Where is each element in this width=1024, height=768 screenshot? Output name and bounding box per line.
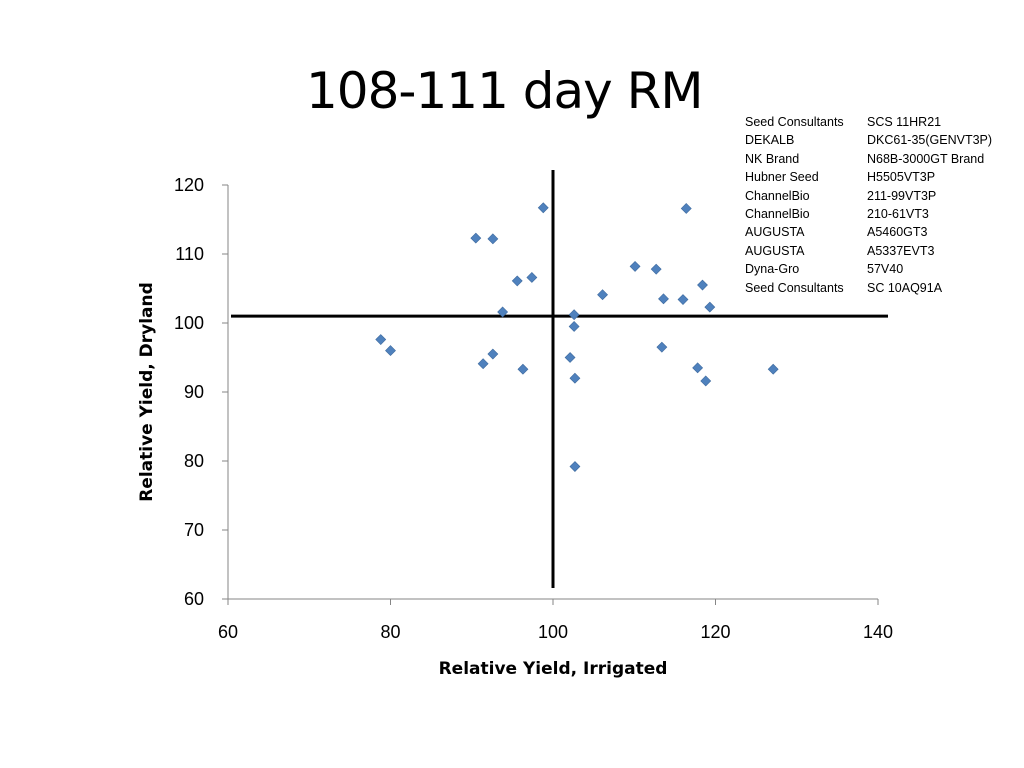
data-point — [704, 301, 716, 313]
data-point — [677, 294, 689, 305]
y-tick-label: 90 — [184, 382, 204, 402]
legend-hybrid: DKC61-35(GENVT3P) — [867, 133, 993, 148]
data-point — [692, 362, 704, 374]
y-tick-label: 110 — [175, 244, 204, 264]
legend-brand: ChannelBio — [745, 207, 810, 222]
y-tick-label: 70 — [184, 520, 204, 540]
data-point — [526, 272, 538, 283]
legend-hybrid: A5460GT3 — [867, 225, 928, 240]
legend-hybrid: H5505VT3P — [867, 170, 936, 185]
legend-brand: NK Brand — [745, 151, 800, 166]
data-point — [487, 233, 499, 245]
legend-brand: ChannelBio — [745, 188, 810, 203]
data-point — [569, 372, 581, 384]
legend-brand: Seed Consultants — [745, 280, 844, 295]
data-point — [568, 309, 580, 321]
legend-row: Seed Consultants SCS 11HR21 — [745, 113, 992, 131]
data-point — [658, 293, 669, 305]
data-point — [477, 358, 489, 370]
legend-brand: Seed Consultants — [745, 115, 844, 129]
y-tick-label: 60 — [184, 589, 204, 609]
page-title: 108-111 day RM — [306, 62, 704, 120]
legend-hybrid: 211-99VT3P — [867, 188, 937, 203]
legend-row: Seed Consultants SC 10AQ91A — [745, 279, 992, 297]
data-point — [697, 279, 708, 291]
legend-hybrid: A5337EVT3 — [867, 243, 935, 258]
data-point — [537, 202, 549, 214]
data-point — [564, 352, 576, 363]
data-point — [767, 363, 779, 375]
legend-row: Dyna-Gro 57V40 — [745, 260, 992, 278]
legend-hybrid: SC 10AQ91A — [867, 280, 943, 295]
legend-row: Hubner Seed H5505VT3P — [745, 168, 992, 186]
legend-hybrid: 210-61VT3 — [867, 207, 929, 222]
y-tick-label: 100 — [174, 313, 204, 333]
data-point — [517, 363, 529, 375]
legend-brand: DEKALB — [745, 133, 795, 148]
data-point — [569, 461, 581, 472]
data-point — [597, 289, 608, 301]
x-axis-title: Relative Yield, Irrigated — [439, 659, 668, 679]
legend-brand: AUGUSTA — [745, 243, 805, 258]
data-point — [568, 321, 580, 332]
data-point — [629, 260, 641, 272]
data-point — [385, 345, 396, 357]
legend-row: ChannelBio 210-61VT3 — [745, 205, 992, 223]
data-point — [656, 341, 668, 353]
legend-row: NK Brand N68B-3000GT Brand — [745, 150, 992, 168]
data-point — [700, 375, 712, 387]
data-point — [375, 334, 387, 345]
legend-row: AUGUSTA A5460GT3 — [745, 223, 992, 241]
data-point — [511, 275, 523, 287]
legend-brand: Hubner Seed — [745, 170, 819, 185]
y-axis-title: Relative Yield, Dryland — [137, 282, 157, 502]
data-point — [680, 203, 692, 214]
legend-hybrid: N68B-3000GT Brand — [867, 151, 985, 166]
legend-row: AUGUSTA A5337EVT3 — [745, 242, 992, 260]
x-tick-label: 60 — [218, 622, 238, 642]
hybrid-legend-table: Seed Consultants SCS 11HR21 DEKALB DKC61-35… — [745, 113, 992, 297]
legend-brand: AUGUSTA — [745, 225, 805, 240]
data-point — [650, 263, 662, 275]
legend-hybrid: 57V40 — [867, 262, 904, 277]
legend-hybrid: SCS 11HR21 — [867, 115, 942, 129]
legend-row: ChannelBio 211-99VT3P — [745, 187, 992, 205]
legend-brand: Dyna-Gro — [745, 262, 800, 277]
y-tick-label: 120 — [174, 175, 204, 195]
data-point — [487, 348, 499, 360]
x-tick-label: 80 — [380, 622, 400, 642]
x-tick-label: 120 — [700, 622, 730, 642]
x-tick-label: 100 — [538, 622, 568, 642]
y-tick-label: 80 — [184, 451, 204, 471]
x-tick-label: 140 — [863, 622, 893, 642]
data-point — [470, 232, 482, 244]
data-point — [497, 306, 509, 318]
legend-row: DEKALB DKC61-35(GENVT3P) — [745, 131, 992, 149]
